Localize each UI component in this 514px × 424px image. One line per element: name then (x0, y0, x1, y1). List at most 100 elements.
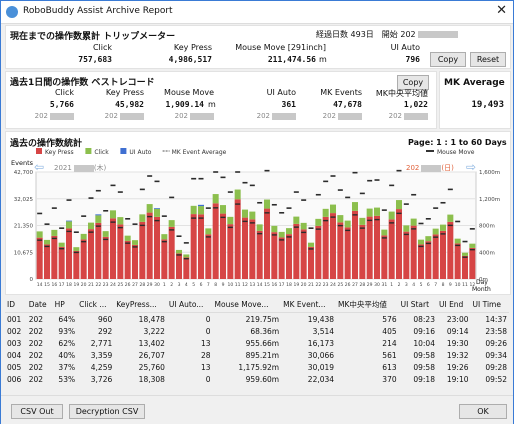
bar-click (447, 214, 454, 222)
total-click-value: 757,683 (78, 55, 112, 64)
total-mousemove-value: 211,474.56 (267, 55, 316, 64)
bar-keypress (293, 223, 300, 279)
legend-label: Click (94, 149, 109, 156)
table-cell: 613 (382, 362, 397, 372)
bar-keypress (337, 222, 344, 279)
x-tick-label: 3 (405, 282, 408, 288)
best-uiauto-date: 202 (232, 112, 296, 120)
bar-click (102, 231, 109, 237)
footer: CSV Out Decryption CSV OK (1, 395, 513, 424)
close-icon[interactable]: ✕ (496, 3, 507, 18)
redacted-date (417, 31, 458, 38)
next-page-arrow[interactable]: ⇨ (466, 160, 477, 174)
x-tick-label: 5 (420, 282, 423, 288)
bar-click (175, 249, 183, 254)
table-row[interactable]: 001 202 64% 960 18,478 0 219.75m 19,438 576 08:23… (5, 313, 509, 326)
table-cell: 26,707 (138, 350, 165, 360)
bar-click (410, 218, 417, 226)
col-keypress[interactable]: KeyPress... (114, 297, 167, 313)
bar-click (197, 206, 205, 215)
table-row[interactable]: 006 202 53% 3,726 18,308 0 959.60m 22,034 370 09:… (5, 373, 509, 385)
table-cell: 09:34 (485, 350, 507, 360)
copy-best-button[interactable]: Copy (397, 75, 429, 90)
legend-label: Key Press (45, 149, 74, 156)
bar-keypress (234, 199, 241, 279)
x-tick-label: 4 (412, 282, 415, 288)
x-tick-label: 27 (132, 282, 138, 288)
table-cell: 3,222 (143, 326, 165, 336)
x-tick-label: 4 (185, 282, 188, 288)
col-mkmedian[interactable]: MK中央平均値 (336, 297, 399, 313)
ok-button[interactable]: OK (459, 404, 507, 419)
best-mousemove-value: 1,909.14 (165, 100, 204, 109)
bar-keypress (205, 234, 212, 279)
table-cell: 30,019 (307, 362, 335, 372)
y2-tick-label: 0m (479, 277, 488, 283)
col-date[interactable]: Date (26, 297, 53, 313)
table-cell: 002 (7, 326, 22, 336)
events-label: Events (11, 159, 34, 167)
col-uiend[interactable]: UI End (436, 297, 471, 313)
col-uitime[interactable]: UI Time (470, 297, 509, 313)
table-row[interactable]: 003 202 62% 2,771 13,402 13 955.66m 16,173 214 10… (5, 337, 509, 349)
bar-keypress (146, 212, 153, 279)
records-table: ID Date HP Click ... KeyPress... UI Auto… (5, 297, 509, 385)
table-cell: 292 (97, 326, 113, 336)
total-keypress-label: Key Press (173, 43, 212, 52)
x-tick-label: 6 (427, 282, 430, 288)
prev-page-arrow[interactable]: ⇦ (34, 160, 45, 174)
bar-uiauto (95, 214, 102, 216)
table-cell: 64% (58, 314, 76, 324)
legend-label: Mouse Move (437, 149, 475, 156)
reset-total-button[interactable]: Reset (470, 52, 506, 67)
col-mousemove[interactable]: Mouse Move... (212, 297, 282, 313)
col-id[interactable]: ID (5, 297, 27, 313)
col-mkevent[interactable]: MK Event... (281, 297, 337, 313)
best-keypress-value: 45,982 (115, 100, 144, 109)
bar-click (285, 228, 293, 235)
x-tick-label: 25 (337, 282, 343, 288)
table-cell: 576 (382, 314, 397, 324)
table-row[interactable]: 005 202 37% 4,259 25,760 13 1,175.92m 30,019 613… (5, 361, 509, 373)
bar-click (293, 216, 300, 224)
bar-keypress (227, 224, 234, 279)
start-date: 2021 (木) (54, 164, 107, 172)
bar-keypress (263, 208, 271, 279)
decryption-csv-button[interactable]: Decryption CSV (69, 404, 145, 419)
app-icon (6, 6, 18, 18)
table-cell: 955.66m (245, 338, 280, 348)
x-tick-label: 30 (154, 282, 160, 288)
table-row[interactable]: 002 202 93% 292 3,222 0 68.36m 3,514 405 09:16 09:… (5, 325, 509, 337)
best-mousemove-label: Mouse Move (164, 88, 214, 97)
table-cell: 895.21m (245, 350, 280, 360)
table-cell: 19,438 (307, 314, 335, 324)
bar-click (315, 218, 322, 226)
col-hp[interactable]: HP (52, 297, 78, 313)
bar-click (395, 200, 403, 210)
col-uistart[interactable]: UI Start (398, 297, 437, 313)
col-uiauto[interactable]: UI Auto... (166, 297, 213, 313)
x-tick-label: 25 (117, 282, 123, 288)
col-click[interactable]: Click ... (77, 297, 115, 313)
y-tick-label: 42,700 (14, 170, 34, 176)
bar-click (373, 207, 381, 216)
table-cell: 25,760 (138, 362, 165, 372)
best-click-date: 202 (10, 112, 74, 120)
x-tick-label: 11 (235, 282, 241, 288)
bar-keypress (183, 257, 190, 279)
mk-average-panel: MK Average 19,493 (439, 71, 511, 129)
stats-header: 過去の操作数統計 (10, 139, 83, 149)
bar-keypress (249, 219, 256, 279)
csv-out-button[interactable]: CSV Out (11, 404, 63, 419)
x-tick-label: 2 (398, 282, 401, 288)
table-cell: 19:10 (446, 374, 469, 384)
bar-keypress (87, 229, 95, 279)
bar-keypress (388, 219, 395, 279)
table-row[interactable]: 004 202 40% 3,359 26,707 28 895.21m 30,066 561 09… (5, 349, 509, 361)
bar-keypress (256, 230, 263, 279)
table-cell: 006 (7, 374, 22, 384)
copy-total-button[interactable]: Copy (430, 52, 466, 67)
best-click-value: 5,766 (49, 100, 74, 109)
x-tick-label: 2 (170, 282, 173, 288)
